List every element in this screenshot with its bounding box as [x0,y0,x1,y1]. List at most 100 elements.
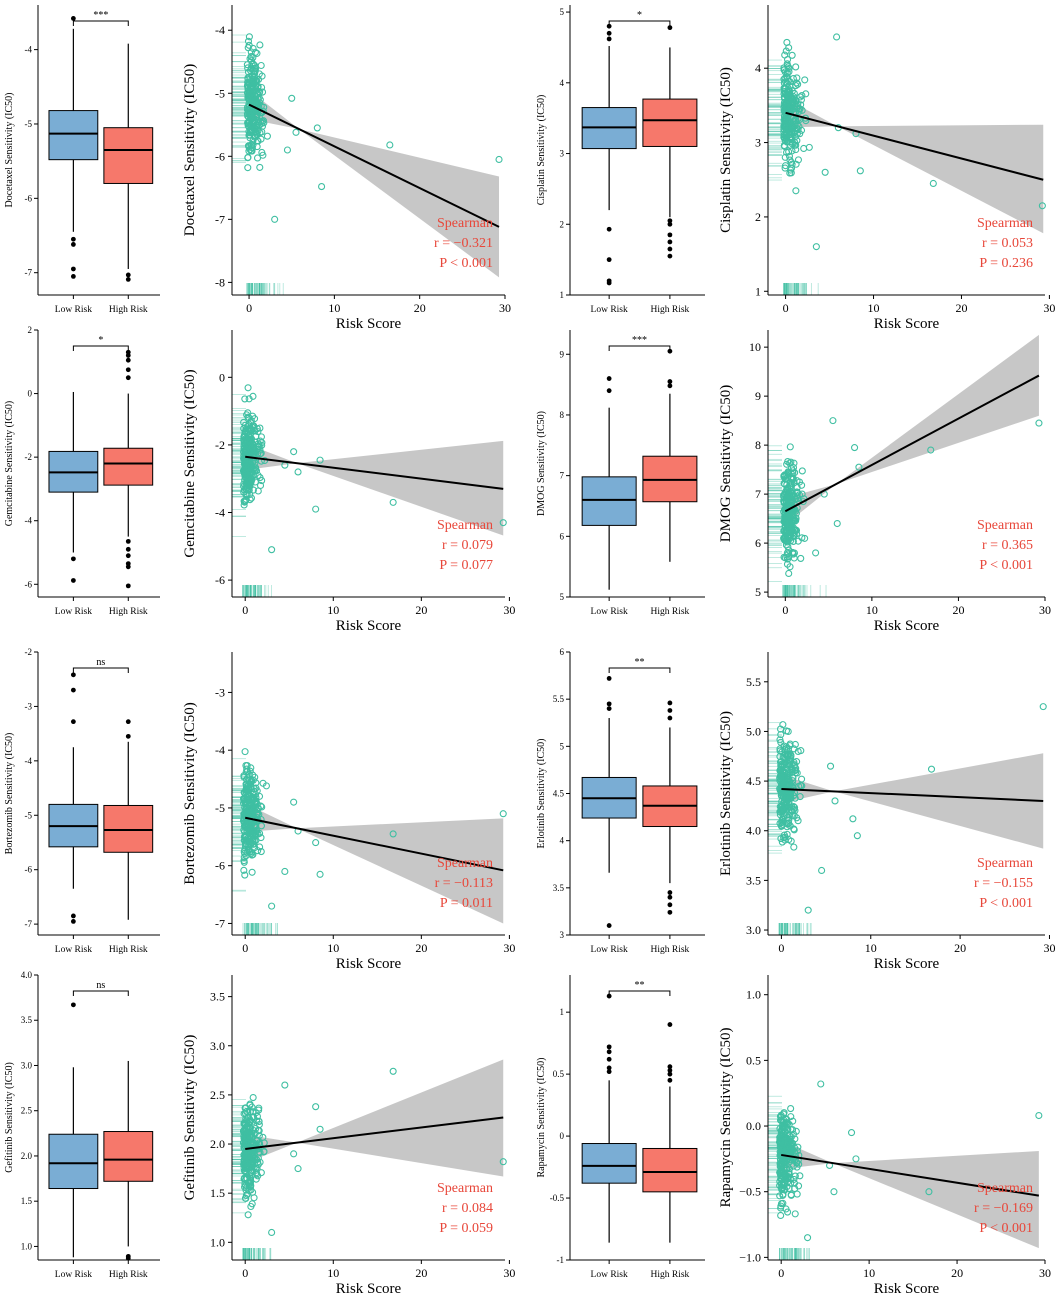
scatter-point [802,90,810,98]
x-tick-label: 20 [415,603,427,617]
scatter-point [788,812,797,820]
outlier-point [667,379,673,384]
stat-method: Spearman [437,856,493,871]
x-tick-label: High Risk [650,305,689,315]
scatter-point [818,866,826,875]
boxplot-rapamycin: -1 -0.5 0 0.5 1 Rapamycin Sensitivity (IC50) L… [536,975,705,1280]
x-tick-label: 30 [1039,1266,1051,1280]
scatter-point [786,793,794,801]
scatter-point [793,1163,801,1171]
scatter-point [786,443,794,451]
scatter-point [241,871,249,879]
scatter-point [777,776,785,784]
x-tick-label: 20 [954,941,966,955]
scatter-point [248,826,256,834]
scatter-point [783,538,791,546]
scatter-point [779,1184,787,1192]
scatter-point [240,853,248,861]
scatter-point [787,169,795,177]
rug-y [232,34,246,163]
outlier-point [667,1064,673,1070]
scatter-point [782,134,790,142]
scatter-point [786,780,794,788]
scatter-point [776,1137,784,1145]
y-tick-label: 0.0 [746,1119,761,1133]
y-tick-label: 5 [560,7,565,17]
scatter-point [812,549,820,557]
y-tick-label: 6 [560,647,565,657]
scatter-point [313,124,321,132]
significance-bracket [608,667,671,673]
x-tick-label: 10 [328,301,340,315]
scatter-point [246,490,254,499]
y-tick-label: 4.0 [21,970,33,980]
y-tick-label: 4 [560,78,565,88]
y-tick-label: 3 [755,136,761,150]
scatter-point [253,154,262,162]
scatter-point [792,79,800,87]
outlier-point [70,266,76,272]
scatter-point [790,1179,799,1187]
y-tick-label: -2 [215,438,225,452]
scatter-point [783,1115,791,1124]
outlier-point [70,1002,76,1008]
outlier-point [667,1022,673,1027]
significance-bracket [608,345,671,351]
scatter-point [246,477,255,485]
regression-line [245,455,504,490]
scatter-point [245,422,253,430]
x-tick-label: High Risk [109,607,148,617]
scatter-point [831,797,839,805]
scatter-point [252,779,260,787]
outlier-point [70,918,76,924]
x-tick-label: 20 [414,301,426,315]
scatter-point [784,458,792,466]
scatter-point [792,63,800,71]
y-tick-label: -4 [25,45,33,55]
y-tick-label: -5 [215,86,225,100]
scatter-point [247,494,256,502]
scatter-point [785,798,793,806]
outlier-point [667,383,673,389]
y-tick-label: 5.5 [746,675,761,689]
significance-label: ** [635,980,645,991]
scatter-point [855,463,863,471]
scatter-point [246,767,254,775]
outlier-point [70,672,76,678]
scatter-point [256,474,264,482]
outlier-point [606,388,612,394]
outlier-point [606,36,612,42]
outlier-point [606,701,612,707]
y-tick-label: -1 [557,1255,565,1265]
scatter-point [1035,1111,1043,1120]
scatter-point [244,1149,252,1157]
y-tick-label: -7 [25,268,33,278]
scatter-point [254,809,262,817]
scatter-point [243,82,252,90]
significance-bracket [72,345,129,351]
outlier-point [667,902,673,908]
scatter-point [247,1174,255,1182]
scatter-point [929,179,937,188]
confidence-band [245,1059,504,1177]
scatter-point [250,471,258,479]
outlier-point [667,894,673,900]
scatter-point [258,119,266,127]
scatter-point [256,163,264,171]
outlier-point [606,676,612,681]
scatter-point [856,167,864,175]
scatter-point [833,33,841,41]
outlier-point [70,913,76,919]
scatter-point [777,1211,785,1220]
outlier-point [667,1077,673,1083]
y-tick-label: -4 [215,23,225,37]
x-tick-label: 0 [242,941,248,955]
x-tick-label: 0 [242,603,248,617]
scatter-point [256,129,264,137]
x-tick-label: 10 [327,1266,339,1280]
y-tick-label: 9 [755,389,761,403]
y-tick-label: -5 [215,801,225,815]
scatter-point [798,775,806,783]
scatter-point [796,793,804,801]
scatter-point [250,840,258,848]
